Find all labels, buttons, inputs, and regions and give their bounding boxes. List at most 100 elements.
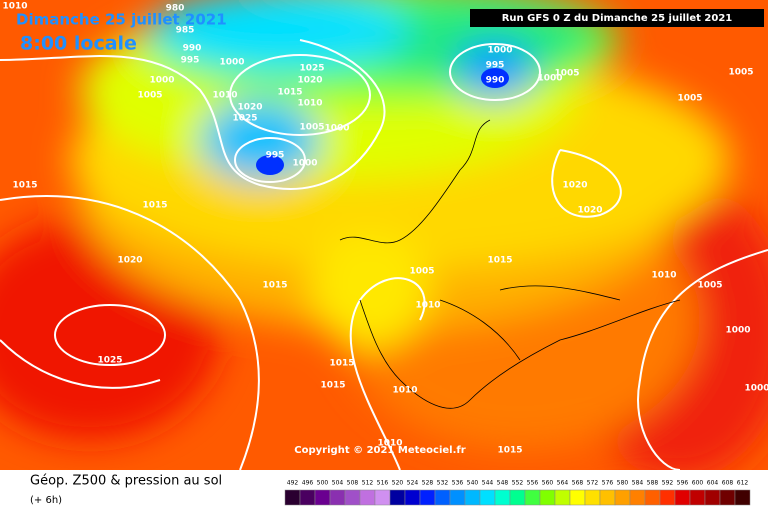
isobar-label: 1015 xyxy=(277,88,302,98)
scale-swatch xyxy=(734,489,751,506)
isobar-label: 1015 xyxy=(262,281,287,291)
scale-swatch xyxy=(494,489,511,506)
scale-swatch xyxy=(344,489,361,506)
color-scale: 492 496 500 504 508 512 516 520 524 528 532 536 540 5… xyxy=(284,480,751,506)
scale-swatch xyxy=(614,489,631,506)
isobar-label: 1025 xyxy=(299,64,324,74)
isobar-label: 1015 xyxy=(320,381,345,391)
isobar-label: 1000 xyxy=(725,326,750,336)
isobar-label: 1020 xyxy=(237,103,262,113)
isobar-label: 1020 xyxy=(117,256,142,266)
scale-label: 496 xyxy=(302,480,314,487)
isobar-label: 1000 xyxy=(744,384,768,394)
scale-swatch xyxy=(539,489,556,506)
scale-swatch xyxy=(479,489,496,506)
copyright: Copyright © 2021 Meteociel.fr xyxy=(294,445,465,456)
scale-label: 552 xyxy=(512,480,524,487)
isobar-label: 1025 xyxy=(232,114,257,124)
isobar-label: 1005 xyxy=(677,94,702,104)
isobar-label: 1015 xyxy=(329,359,354,369)
isobar-label: 1005 xyxy=(554,69,579,79)
scale-swatch xyxy=(584,489,601,506)
scale-label: 500 xyxy=(317,480,329,487)
isobar-label: 990 xyxy=(183,44,202,54)
scale-label: 596 xyxy=(677,480,689,487)
isobar-label: 1005 xyxy=(728,68,753,78)
scale-swatch xyxy=(509,489,526,506)
isobar-label: 1015 xyxy=(12,181,37,191)
isobar-label: 1020 xyxy=(577,206,602,216)
scale-swatch xyxy=(689,489,706,506)
isobar-label: 1010 xyxy=(212,91,237,101)
scale-swatch xyxy=(524,489,541,506)
scale-label: 568 xyxy=(572,480,584,487)
isobar-label: 980 xyxy=(166,4,185,14)
scale-swatch xyxy=(434,489,451,506)
scale-label: 528 xyxy=(422,480,434,487)
scale-label: 604 xyxy=(707,480,719,487)
isobar-label: 1000 xyxy=(149,76,174,86)
scale-swatch xyxy=(554,489,571,506)
isobar-label: 1015 xyxy=(497,446,522,456)
scale-swatch xyxy=(359,489,376,506)
scale-swatch xyxy=(674,489,691,506)
isobar-label: 1010 xyxy=(377,439,402,449)
isobar-label: 1005 xyxy=(299,123,324,133)
scale-label: 512 xyxy=(362,480,374,487)
scale-label: 516 xyxy=(377,480,389,487)
scale-label: 576 xyxy=(602,480,614,487)
scale-label: 592 xyxy=(662,480,674,487)
date: Dimanche 25 juillet 2021 xyxy=(16,11,227,29)
scale-label: 600 xyxy=(692,480,704,487)
time: 8:00 locale xyxy=(20,33,137,55)
scale-swatch xyxy=(629,489,646,506)
run-text: Run GFS 0 Z du Dimanche 25 juillet 2021 xyxy=(502,13,733,24)
scale-label: 572 xyxy=(587,480,599,487)
isobar-label: 1010 xyxy=(297,99,322,109)
scale-label: 564 xyxy=(557,480,569,487)
isobar-label: 1000 xyxy=(487,46,512,56)
scale-label: 540 xyxy=(467,480,479,487)
scale-label: 524 xyxy=(407,480,419,487)
isobar-label: 1010 xyxy=(651,271,676,281)
isobar-label: 1020 xyxy=(562,181,587,191)
scale-label: 588 xyxy=(647,480,659,487)
scale-label: 584 xyxy=(632,480,644,487)
scale-swatch xyxy=(569,489,586,506)
scale-label: 556 xyxy=(527,480,539,487)
isobar-label: 1005 xyxy=(697,281,722,291)
isobar-label: 1000 xyxy=(537,74,562,84)
scale-swatch xyxy=(299,489,316,506)
run-banner xyxy=(470,9,764,27)
isobar-label: 1010 xyxy=(392,386,417,396)
coastlines xyxy=(339,119,681,409)
isobar-label: 1000 xyxy=(324,124,349,134)
scale-swatch xyxy=(419,489,436,506)
scale-label: 504 xyxy=(332,480,344,487)
scale-swatch xyxy=(599,489,616,506)
isobar-label: 995 xyxy=(266,151,285,161)
isobar-label: 1000 xyxy=(292,159,317,169)
isobar-label: 990 xyxy=(486,76,505,86)
scale-swatch xyxy=(404,489,421,506)
scale-swatch xyxy=(704,489,721,506)
scale-swatch xyxy=(329,489,346,506)
isobar-label: 1010 xyxy=(415,301,440,311)
isobars xyxy=(0,39,768,471)
scale-swatch xyxy=(464,489,481,506)
scale-swatch xyxy=(644,489,661,506)
scale-swatch xyxy=(449,489,466,506)
scale-swatch xyxy=(389,489,406,506)
scale-label: 520 xyxy=(392,480,404,487)
isobar-label: 1005 xyxy=(409,267,434,277)
scale-label: 580 xyxy=(617,480,629,487)
field xyxy=(0,0,768,480)
scale-label: 608 xyxy=(722,480,734,487)
scale-label: 508 xyxy=(347,480,359,487)
scale-swatch xyxy=(374,489,391,506)
scale-swatch xyxy=(659,489,676,506)
isobar-label: 995 xyxy=(181,56,200,66)
scale-label: 536 xyxy=(452,480,464,487)
